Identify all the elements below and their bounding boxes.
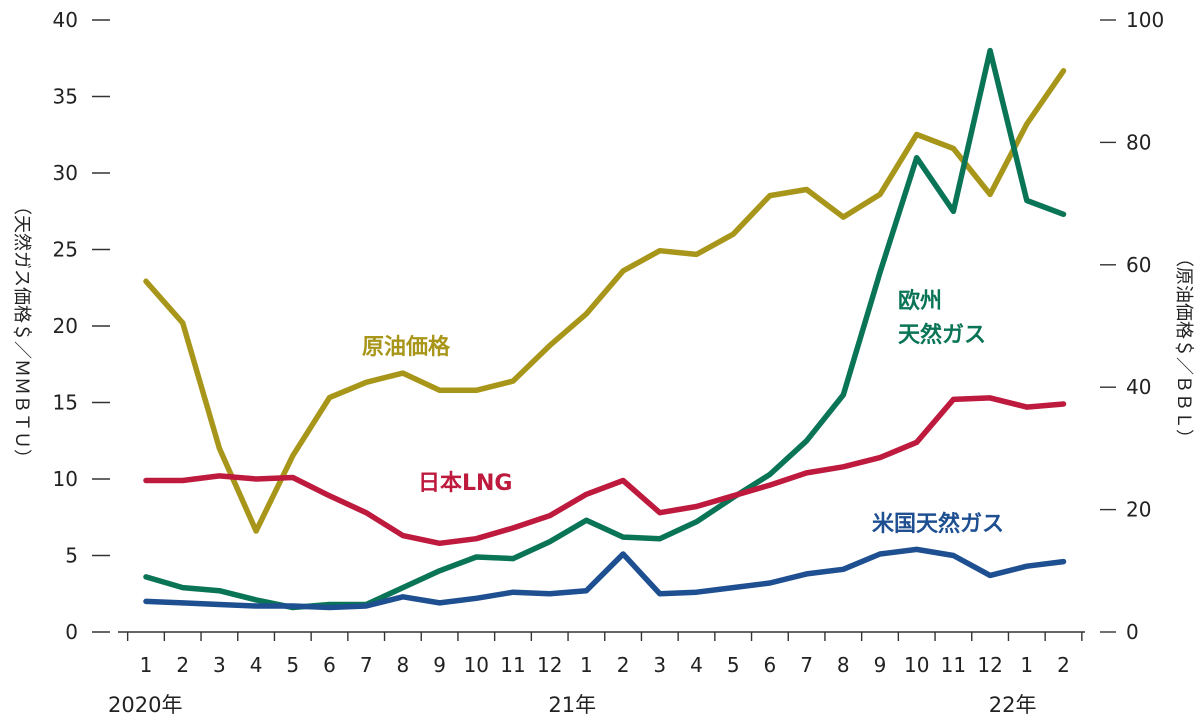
series-lines [143, 47, 1067, 611]
x-tick-label: 12 [977, 653, 1002, 677]
x-tick-label: 4 [250, 653, 263, 677]
x-tick-label: 2 [176, 653, 189, 677]
left-tick-label: 30 [53, 161, 78, 185]
x-tick-label: 2 [617, 653, 630, 677]
x-tick-label: 10 [464, 653, 489, 677]
x-tick-label: 10 [904, 653, 929, 677]
x-tick-label: 4 [690, 653, 703, 677]
left-tick-label: 40 [53, 8, 78, 32]
x-tick-label: 8 [837, 653, 850, 677]
right-tick-label: 20 [1126, 498, 1151, 522]
year-label: 21年 [548, 693, 596, 717]
left-tick-label: 15 [53, 391, 78, 415]
right-tick-label: 80 [1126, 130, 1151, 154]
series-annotation: 米国天然ガス [872, 511, 1004, 537]
right-y-axis: 0 20 40 60 80 100 [1100, 8, 1164, 644]
series-line-0 [143, 68, 1067, 534]
x-tick-label: 8 [397, 653, 410, 677]
series-line-2 [143, 395, 1067, 547]
series-annotation: 天然ガス [898, 322, 986, 348]
left-tick-label: 25 [53, 238, 78, 262]
x-tick-label: 12 [537, 653, 562, 677]
x-tick-label: 9 [433, 653, 446, 677]
x-tick-label: 6 [323, 653, 336, 677]
x-tick-label: 9 [874, 653, 887, 677]
x-tick-label: 3 [213, 653, 226, 677]
left-tick-label: 5 [65, 544, 78, 568]
x-tick-label: 7 [800, 653, 813, 677]
left-tick-label: 0 [65, 620, 78, 644]
series-annotation: 日本LNG [418, 471, 513, 496]
series-annotation: 原油価格 [362, 334, 451, 360]
left-y-axis: 0 5 10 15 20 25 30 35 40 [53, 8, 110, 644]
x-tick-label: 7 [360, 653, 373, 677]
x-tick-label: 6 [764, 653, 777, 677]
x-tick-label: 1 [140, 653, 153, 677]
x-tick-label: 1 [1020, 653, 1033, 677]
x-tick-label: 11 [500, 653, 525, 677]
x-tick-label: 1 [580, 653, 593, 677]
right-tick-label: 60 [1126, 253, 1151, 277]
left-tick-label: 35 [53, 85, 78, 109]
year-label: 2020年 [108, 693, 182, 717]
x-tick-label: 5 [286, 653, 299, 677]
right-tick-label: 40 [1126, 375, 1151, 399]
x-tick-label: 3 [653, 653, 666, 677]
left-axis-label: （天然ガス価格＄／ＭＭＢＴＵ） [11, 197, 32, 467]
x-tick-label: 2 [1057, 653, 1070, 677]
series-annotation: 欧州 [898, 288, 942, 314]
right-axis-label: （原油価格＄／ＢＢＬ） [1173, 249, 1194, 447]
year-label: 22年 [989, 693, 1037, 717]
left-tick-label: 10 [53, 467, 78, 491]
left-tick-label: 20 [53, 314, 78, 338]
right-tick-label: 100 [1126, 8, 1164, 32]
axis-labels: （天然ガス価格＄／ＭＭＢＴＵ） （原油価格＄／ＢＢＬ） [11, 197, 1194, 467]
x-tick-label: 11 [941, 653, 966, 677]
series-line-3 [143, 546, 1067, 611]
x-tick-label: 5 [727, 653, 740, 677]
right-tick-label: 0 [1126, 620, 1139, 644]
